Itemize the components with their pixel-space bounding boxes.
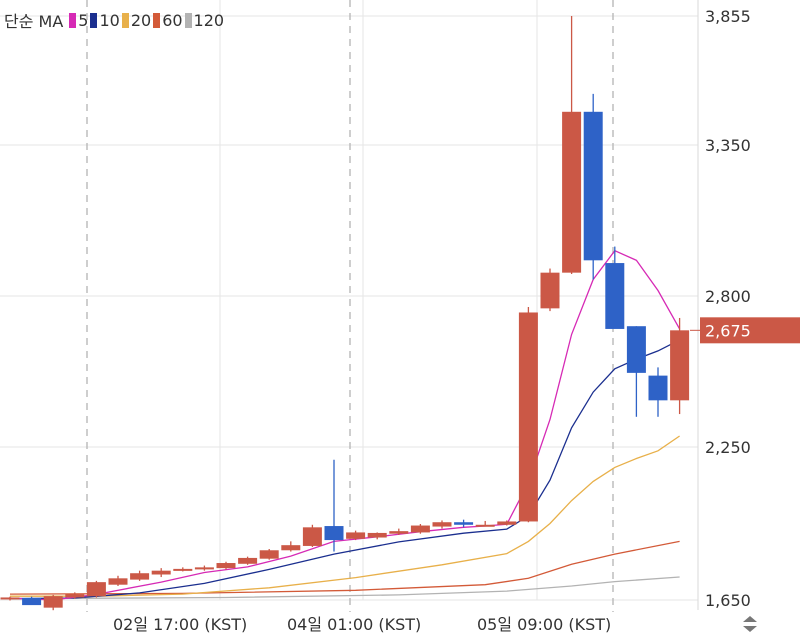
candle-body xyxy=(108,578,128,585)
candle-body xyxy=(497,521,517,525)
candle xyxy=(324,459,344,552)
candle-body xyxy=(151,570,171,575)
candle xyxy=(648,367,668,417)
candle xyxy=(151,568,171,578)
candle xyxy=(65,592,85,599)
candle-body xyxy=(281,545,301,551)
ma20-line xyxy=(10,435,680,597)
candle-body xyxy=(194,567,214,570)
ma5-line xyxy=(9,249,681,601)
candle xyxy=(22,596,42,606)
candle xyxy=(43,594,63,611)
candle xyxy=(259,549,279,560)
candle xyxy=(454,519,474,528)
candle-body xyxy=(389,531,409,534)
candle xyxy=(389,528,409,535)
candle-body xyxy=(65,594,85,598)
legend-swatch-ma5 xyxy=(69,12,77,28)
candle xyxy=(194,565,214,571)
legend: 단순 MA 5 10 20 60 120 xyxy=(4,8,226,32)
legend-swatch-ma60 xyxy=(153,12,161,28)
candle xyxy=(367,532,387,540)
legend-label-ma120: 120 xyxy=(193,10,225,30)
y-tick-label: 2,250 xyxy=(705,438,751,457)
legend-swatch-ma120 xyxy=(184,12,192,28)
y-tick-label: 1,650 xyxy=(705,591,751,610)
candle xyxy=(562,16,582,275)
y-tick-label: 3,855 xyxy=(705,7,751,26)
candle xyxy=(540,268,560,312)
candle-body xyxy=(302,527,322,546)
legend-item-ma120: 120 xyxy=(184,10,225,30)
legend-label-ma10: 10 xyxy=(99,10,120,30)
candle-body xyxy=(238,557,258,564)
legend-label-ma5: 5 xyxy=(78,10,89,30)
candle xyxy=(281,541,301,552)
candle xyxy=(410,524,430,534)
y-tick-label: 3,350 xyxy=(705,136,751,155)
candle-body xyxy=(454,522,474,525)
candle xyxy=(302,524,322,547)
candle xyxy=(518,306,538,523)
candle xyxy=(346,530,366,541)
candle-body xyxy=(540,272,560,309)
candle-body xyxy=(346,532,366,539)
candle xyxy=(86,580,106,598)
candle xyxy=(432,520,452,529)
legend-item-ma5: 5 xyxy=(69,11,88,30)
candle-body xyxy=(475,524,495,527)
candle-body xyxy=(626,326,646,373)
candle-body xyxy=(670,330,690,401)
ma120-line xyxy=(9,576,680,600)
candle xyxy=(670,317,690,415)
legend-item-ma20: 20 xyxy=(121,10,152,30)
candle xyxy=(626,326,646,417)
legend-label-ma60: 60 xyxy=(162,10,183,30)
candle-body xyxy=(173,568,193,571)
candle xyxy=(130,570,150,581)
candle-body xyxy=(562,111,582,273)
candle-body xyxy=(22,597,42,606)
candle xyxy=(583,93,603,280)
x-tick-label: 05일 09:00 (KST) xyxy=(477,615,611,634)
x-tick-label: 04일 01:00 (KST) xyxy=(287,615,421,634)
candle-body xyxy=(410,525,430,533)
candle-body xyxy=(259,550,279,559)
legend-swatch-ma10 xyxy=(90,12,98,28)
legend-item-ma10: 10 xyxy=(90,10,120,30)
candle xyxy=(497,520,517,526)
candle-body xyxy=(432,522,452,527)
ma10-line xyxy=(9,339,680,600)
candle xyxy=(475,520,495,527)
candle-body xyxy=(367,532,387,538)
candle-body xyxy=(86,582,106,597)
candle-body xyxy=(43,596,63,608)
current-price-tag xyxy=(700,317,800,344)
candle-body xyxy=(324,526,344,541)
candle-body xyxy=(0,597,20,600)
candle-body xyxy=(130,573,150,580)
legend-label-ma20: 20 xyxy=(130,10,152,30)
chevron-up-down-icon[interactable] xyxy=(738,614,762,634)
candle-body xyxy=(648,375,668,401)
legend-item-ma60: 60 xyxy=(153,10,183,30)
x-tick-label: 02일 17:00 (KST) xyxy=(113,615,247,634)
ma60-line xyxy=(9,540,680,595)
candle xyxy=(238,556,258,565)
candle xyxy=(0,596,20,601)
candle-body xyxy=(605,263,625,329)
legend-title: 단순 MA xyxy=(4,12,64,31)
candle-body xyxy=(518,312,538,522)
legend-swatch-ma20 xyxy=(121,12,129,28)
y-tick-label: 2,800 xyxy=(705,287,751,306)
candle xyxy=(173,567,193,572)
current-price-label: 2,675 xyxy=(705,321,751,340)
candle-body xyxy=(216,563,236,569)
candle xyxy=(216,561,236,570)
candle-body xyxy=(583,111,603,261)
candle xyxy=(605,246,625,329)
candle xyxy=(108,575,128,586)
